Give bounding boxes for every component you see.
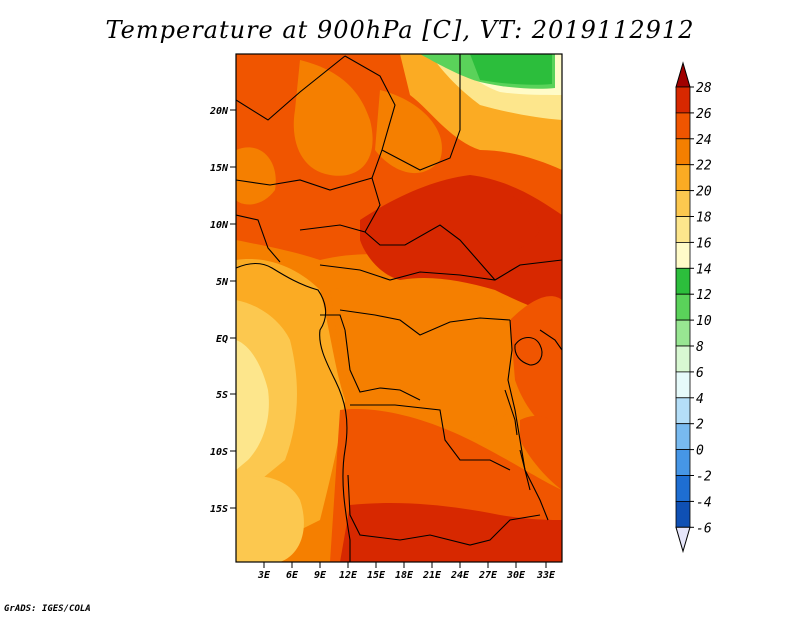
lon-tick-label: 24E bbox=[450, 570, 470, 581]
lon-tick-label: 15E bbox=[367, 570, 386, 581]
colorbar-label: 14 bbox=[696, 262, 712, 277]
colorbar-label: 28 bbox=[696, 81, 712, 96]
colorbar-swatch bbox=[675, 500, 691, 528]
lat-tick-label: 5N bbox=[216, 277, 229, 288]
lon-tick-label: 9E bbox=[314, 570, 327, 581]
colorbar-label: 18 bbox=[696, 211, 712, 226]
longitude-axis: 3E 6E 9E 12E 15E 18E 21E 24E 27E 30E 33E bbox=[257, 562, 556, 581]
colorbar-top-arrow bbox=[675, 61, 691, 88]
lat-tick-label: 10N bbox=[210, 220, 229, 231]
colorbar-label: 6 bbox=[696, 366, 704, 381]
latitude-axis: 20N 15N 10N 5N EQ 5S 10S 15S bbox=[209, 106, 236, 515]
map-title: Temperature at 900hPa [C], VT: 201911291… bbox=[105, 16, 695, 44]
map-frame bbox=[235, 53, 563, 563]
colorbar-swatch bbox=[675, 164, 691, 191]
colorbar-swatch bbox=[675, 190, 691, 217]
colorbar-label: 4 bbox=[696, 392, 704, 407]
colorbar-label: 24 bbox=[696, 133, 712, 148]
colorbar-label: -2 bbox=[696, 470, 712, 485]
colorbar-label: -4 bbox=[696, 495, 712, 510]
colorbar-swatch bbox=[675, 371, 691, 399]
lat-tick-label: 10S bbox=[210, 447, 228, 458]
colorbar-label: 0 bbox=[696, 444, 704, 459]
colorbar-label: -6 bbox=[696, 521, 712, 536]
lon-tick-label: 6E bbox=[286, 570, 299, 581]
colorbar-swatch bbox=[675, 138, 691, 166]
lat-tick-label: 15N bbox=[210, 163, 229, 174]
colorbar-swatch bbox=[675, 112, 691, 140]
colorbar-swatch bbox=[675, 293, 691, 321]
colorbar-swatch bbox=[675, 475, 691, 502]
colorbar-swatch bbox=[675, 345, 691, 373]
grads-credit: GrADS: IGES/COLA bbox=[4, 604, 91, 614]
colorbar-label: 16 bbox=[696, 236, 712, 251]
colorbar-swatch bbox=[675, 241, 691, 269]
lon-tick-label: 30E bbox=[506, 570, 526, 581]
lon-tick-label: 3E bbox=[257, 570, 271, 581]
colorbar-swatch bbox=[675, 423, 691, 451]
lon-tick-label: 27E bbox=[478, 570, 498, 581]
lon-tick-label: 21E bbox=[422, 570, 442, 581]
temperature-field bbox=[236, 54, 562, 562]
lon-tick-label: 33E bbox=[536, 570, 556, 581]
colorbar-label: 2 bbox=[696, 418, 704, 433]
colorbar-label: 12 bbox=[696, 288, 712, 303]
lon-tick-label: 12E bbox=[339, 570, 358, 581]
colorbar-bottom-arrow bbox=[675, 526, 691, 554]
lat-tick-label: 5S bbox=[216, 390, 228, 401]
lon-tick-label: 18E bbox=[395, 570, 414, 581]
colorbar-swatch bbox=[675, 267, 691, 295]
colorbar-swatch bbox=[675, 397, 691, 425]
colorbar-swatch bbox=[675, 216, 691, 243]
colorbar-swatch bbox=[675, 449, 691, 476]
colorbar-label: 22 bbox=[696, 159, 712, 174]
lat-tick-label: EQ bbox=[216, 334, 228, 345]
colorbar-swatch bbox=[675, 319, 691, 347]
colorbar-swatch bbox=[675, 86, 691, 114]
lat-tick-label: 15S bbox=[210, 504, 228, 515]
colorbar-label: 26 bbox=[696, 107, 712, 122]
colorbar-label: 20 bbox=[696, 185, 712, 200]
lat-tick-label: 20N bbox=[209, 106, 229, 117]
colorbar-label: 10 bbox=[696, 314, 712, 329]
colorbar-label: 8 bbox=[696, 340, 704, 355]
country-borders bbox=[236, 54, 562, 562]
